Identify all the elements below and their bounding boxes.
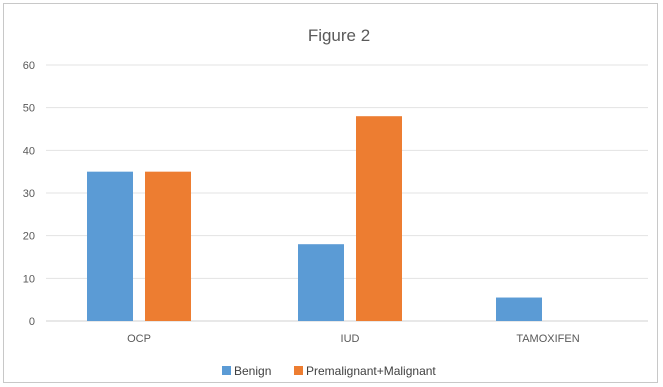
legend-label: Benign bbox=[234, 364, 271, 378]
legend: Benign Premalignant+Malignant bbox=[222, 364, 436, 378]
chart-title: Figure 2 bbox=[308, 26, 370, 45]
x-tick-label: IUD bbox=[341, 333, 360, 345]
y-axis-ticks: 0 10 20 30 40 50 60 bbox=[23, 60, 35, 328]
bar-iud-premalignant-malignant bbox=[356, 116, 402, 321]
bar-ocp-premalignant-malignant bbox=[145, 171, 191, 321]
x-axis-ticks: OCP IUD TAMOXIFEN bbox=[127, 333, 580, 345]
x-tick-label: OCP bbox=[127, 333, 151, 345]
gridlines bbox=[46, 64, 648, 322]
bars bbox=[87, 116, 542, 321]
x-tick-label: TAMOXIFEN bbox=[516, 333, 579, 345]
y-tick-label: 30 bbox=[23, 188, 35, 200]
y-tick-label: 0 bbox=[29, 316, 35, 328]
y-tick-label: 60 bbox=[23, 60, 35, 72]
bar-tamoxifen-benign bbox=[496, 297, 542, 321]
y-tick-label: 10 bbox=[23, 273, 35, 285]
legend-label: Premalignant+Malignant bbox=[306, 364, 436, 378]
y-tick-label: 50 bbox=[23, 103, 35, 115]
legend-swatch-1 bbox=[294, 366, 303, 375]
bar-ocp-benign bbox=[87, 171, 133, 321]
bar-iud-benign bbox=[298, 244, 344, 321]
y-tick-label: 40 bbox=[23, 145, 35, 157]
legend-swatch-0 bbox=[222, 366, 231, 375]
y-tick-label: 20 bbox=[23, 231, 35, 243]
